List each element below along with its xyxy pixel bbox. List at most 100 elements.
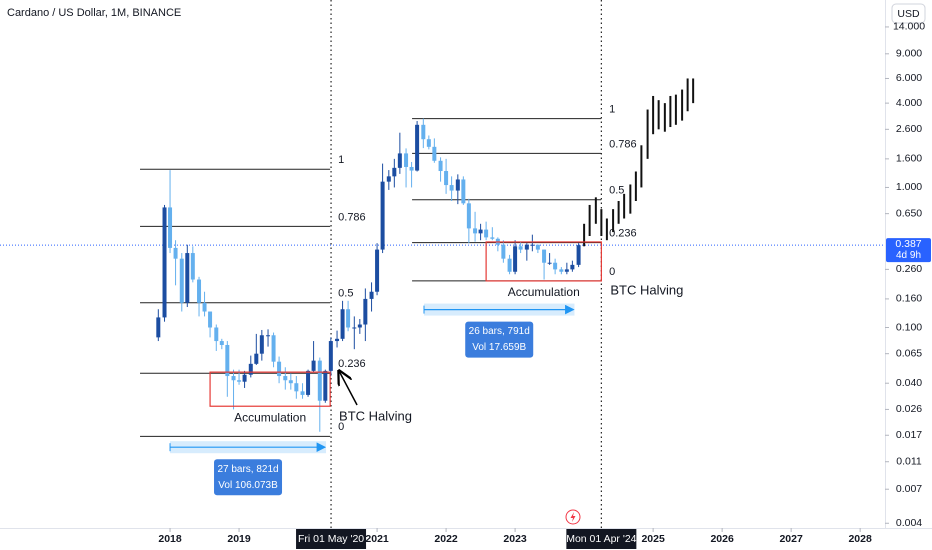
candle-body — [283, 376, 288, 381]
candle-body — [432, 146, 437, 161]
fib-label: 0.236 — [338, 358, 366, 370]
candle-body — [570, 264, 575, 270]
x-tick-label: 2018 — [158, 533, 182, 545]
fib-label: 0.786 — [609, 138, 637, 150]
alert-bolt[interactable] — [570, 512, 576, 522]
range-info-text: Vol 106.073B — [218, 480, 278, 491]
candle-body — [237, 380, 242, 382]
y-tick-label: 0.100 — [896, 321, 922, 333]
candle-body — [397, 153, 402, 168]
candle-body — [219, 341, 224, 345]
y-tick-label: 4.000 — [896, 97, 922, 109]
candle-body — [415, 124, 420, 171]
candle-body — [277, 361, 282, 377]
accumulation-label: Accumulation — [234, 410, 306, 424]
x-tick-label: 2023 — [503, 533, 527, 545]
candle-body — [409, 166, 414, 171]
y-tick-label: 0.011 — [896, 456, 922, 468]
candle-body — [271, 335, 276, 362]
y-tick-label: 1.000 — [896, 181, 922, 193]
candle-body — [242, 374, 247, 382]
candle-body — [507, 258, 512, 272]
range-info-text: 27 bars, 821d — [217, 464, 278, 475]
candle-body — [311, 360, 316, 371]
candle-body — [294, 383, 299, 392]
date-label-box — [296, 529, 367, 549]
range-info-text: Vol 17.659B — [472, 342, 526, 353]
halving-label: BTC Halving — [610, 282, 683, 297]
y-tick-label: 14.000 — [893, 21, 925, 33]
currency-button[interactable] — [891, 3, 926, 24]
candle-body — [455, 179, 460, 191]
candle-body — [369, 291, 374, 299]
fib-label: 0.5 — [609, 185, 624, 197]
accumulation-box — [485, 241, 602, 282]
y-tick-label: 1.600 — [896, 153, 922, 165]
price-tag-countdown: 4d 9h — [896, 250, 921, 261]
candle-body — [225, 344, 230, 377]
candle-body — [259, 335, 264, 354]
fib-label: 0.786 — [338, 211, 366, 223]
x-tick-label: 2019 — [227, 533, 251, 545]
candle-body — [214, 327, 219, 342]
candle-body — [513, 246, 518, 272]
date-label: Fri 01 May '20 — [298, 533, 364, 545]
candle-body — [317, 360, 322, 401]
x-tick-label: 2022 — [434, 533, 458, 545]
candle-body — [466, 203, 471, 229]
candle-body — [266, 335, 271, 337]
fib-label: 0.236 — [609, 228, 637, 240]
candle-body — [535, 244, 540, 250]
candle-body — [231, 376, 236, 381]
candle-body — [156, 317, 161, 338]
candle-body — [473, 228, 478, 234]
candle-body — [547, 262, 552, 264]
candle-body — [352, 327, 357, 329]
range-info-box — [465, 321, 534, 358]
price-tag-value: 0.387 — [895, 238, 921, 250]
alert-icon[interactable] — [565, 509, 581, 525]
price-tag — [886, 238, 931, 263]
candle-body — [328, 341, 333, 371]
candle-body — [501, 244, 506, 259]
range-info-box — [214, 459, 283, 496]
x-tick-label: 2025 — [641, 533, 665, 545]
currency-label[interactable]: USD — [897, 8, 920, 20]
candle-body — [564, 269, 569, 272]
accumulation-box — [209, 371, 331, 407]
y-tick-label: 0.040 — [896, 377, 922, 389]
candle-body — [185, 253, 190, 303]
candle-body — [380, 181, 385, 250]
candle-body — [490, 237, 495, 239]
candle-body — [375, 249, 380, 292]
candle-body — [404, 153, 409, 167]
candle-body — [162, 207, 167, 318]
candle-body — [530, 244, 535, 246]
candle-body — [518, 246, 523, 250]
candle-body — [426, 139, 431, 147]
fib-label: 1 — [338, 154, 344, 166]
candle-body — [335, 338, 340, 342]
x-tick-label: 2026 — [710, 533, 734, 545]
candle-body — [357, 324, 362, 328]
fib-label: 1 — [609, 104, 615, 116]
x-tick-label: 2027 — [779, 533, 803, 545]
y-tick-label: 0.026 — [896, 403, 922, 415]
y-tick-label: 0.065 — [896, 347, 922, 359]
fib-label: 0 — [609, 266, 615, 278]
candle-body — [461, 179, 466, 204]
y-tick-label: 9.000 — [896, 48, 922, 60]
y-tick-label: 0.017 — [896, 429, 922, 441]
date-label: Mon 01 Apr '24 — [566, 533, 636, 545]
candle-body — [421, 124, 426, 140]
candle-body — [444, 171, 449, 186]
candle-body — [340, 309, 345, 339]
candle-body — [190, 253, 195, 280]
fib-label: 0 — [338, 421, 344, 433]
plot: 1 0.786 0.5 0.236 0 1 0.786 0.5 0.236 0 Accumulati… — [0, 0, 885, 528]
candle-body — [168, 207, 173, 248]
candle-body — [576, 245, 581, 265]
candle-body — [438, 160, 443, 172]
